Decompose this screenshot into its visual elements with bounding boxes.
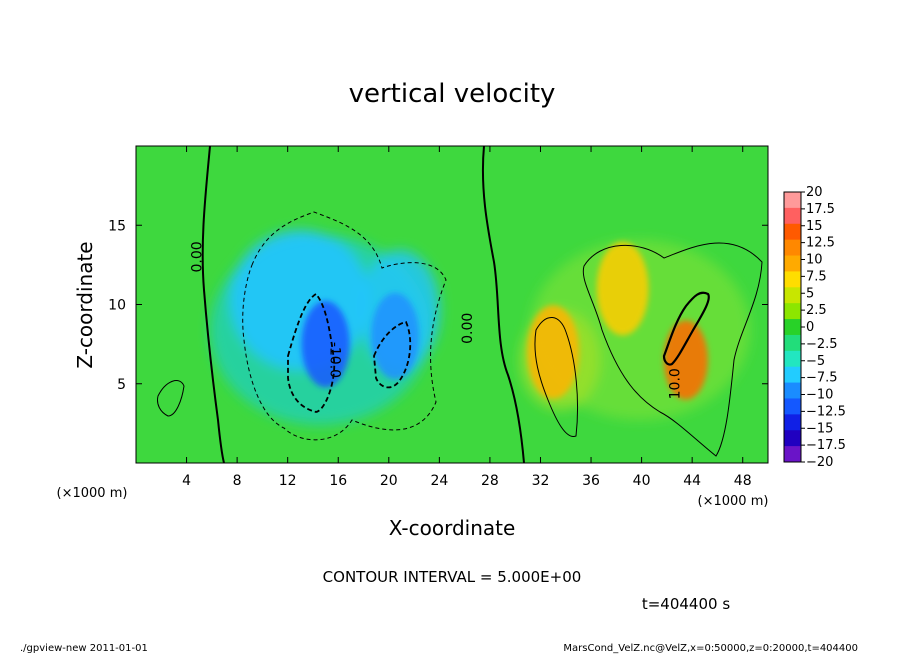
colorbar-label: 5 [806, 286, 814, 301]
positive-contour-10 [662, 291, 710, 366]
x-tick-label: 12 [279, 473, 297, 489]
dashed-contour-left [242, 211, 447, 441]
colorbar-label: −7.5 [806, 371, 838, 386]
x-axis-label: X-coordinate [389, 516, 516, 540]
x-tick-label: 32 [532, 473, 550, 489]
y-axis-ticks: 5 10 15 [108, 218, 768, 393]
colorbar-label: 2.5 [806, 303, 827, 318]
chart-title: vertical velocity [349, 79, 556, 109]
plot-area: 0.00 0.00 -10.0 10.0 [136, 146, 768, 463]
positive-contour-1 [582, 242, 763, 457]
y-tick-label: 5 [117, 377, 126, 393]
colorbar-swatch [784, 319, 801, 336]
colorbar-label: 7.5 [806, 269, 827, 284]
x-tick-label: 4 [182, 473, 191, 489]
contour-interval-text: CONTOUR INTERVAL = 5.000E+00 [323, 568, 582, 586]
colorbar-label: −12.5 [806, 404, 846, 419]
colorbar-swatch [784, 382, 801, 399]
y-tick-label: 10 [108, 298, 126, 314]
contour-labels: 0.00 0.00 -10.0 10.0 [190, 241, 684, 399]
colorbar-label: −2.5 [806, 337, 838, 352]
x-tick-label: 28 [481, 473, 499, 489]
colorbar-swatch [784, 287, 801, 304]
colorbar-swatch [784, 192, 801, 209]
colorbar-swatch [784, 207, 801, 225]
colorbar-label: 15 [806, 219, 823, 234]
colorbar-label: 17.5 [806, 202, 835, 217]
colorbar-swatch [784, 414, 801, 431]
y-tick-label: 15 [108, 218, 126, 234]
colorbar-swatch [784, 334, 801, 352]
small-contour [157, 380, 185, 417]
contour-label: -10.0 [327, 342, 343, 378]
colorbar-swatch [784, 255, 801, 272]
x-unit-label: (×1000 m) [698, 494, 769, 509]
colorbar-swatch [784, 430, 801, 447]
x-tick-label: 24 [430, 473, 448, 489]
contour-label: 10.0 [668, 368, 684, 399]
colorbar-swatch [784, 271, 801, 288]
colorbar-label: −17.5 [806, 438, 846, 453]
dashed-contour-core [287, 292, 336, 413]
updraft-region [596, 241, 649, 336]
x-tick-label: 16 [329, 473, 347, 489]
colorbar-swatch [784, 239, 801, 257]
colorbar-label: −10 [806, 388, 833, 403]
colorbar-label: 12.5 [806, 236, 835, 251]
positive-contour-2 [534, 317, 579, 437]
colorbar-swatch [784, 303, 801, 320]
colorbar-swatch [784, 350, 801, 368]
colorbar-swatch [784, 398, 801, 415]
footer-right: MarsCond_VelZ.nc@VelZ,x=0:50000,z=0:2000… [563, 643, 858, 654]
updraft-region [663, 320, 708, 400]
x-tick-label: 40 [633, 473, 651, 489]
colorbar-swatch [784, 446, 801, 463]
colorbar-swatch [784, 223, 801, 241]
colorbar-label: 10 [806, 253, 823, 268]
footer-left: ./gpview-new 2011-01-01 [20, 643, 148, 654]
x-tick-label: 20 [380, 473, 398, 489]
x-tick-label: 36 [582, 473, 600, 489]
downdraft-region [301, 300, 350, 388]
colorbar: 20 17.5 15 12.5 107.5 5 2.5 0 −2.5 −5 −7.5 −10−12.5… [783, 185, 846, 470]
time-text: t=404400 s [642, 595, 730, 613]
colorbar-label: 20 [806, 185, 823, 200]
contour-label: 0.00 [460, 313, 476, 344]
contour-lines [157, 146, 763, 463]
zero-contour-mid [481, 146, 525, 463]
colorbar-label: 0 [806, 320, 814, 335]
x-tick-label: 8 [233, 473, 242, 489]
updraft-region [527, 305, 580, 399]
x-axis-ticks: 4 8 12 16 20 24 28 32 36 40 44 48 [182, 146, 752, 489]
downdraft-region [371, 293, 420, 380]
colorbar-label: −15 [806, 421, 833, 436]
y-axis-label: Z-coordinate [73, 241, 97, 368]
colorbar-label: −20 [806, 455, 833, 470]
colorbar-label: −5 [806, 354, 825, 369]
x-tick-label: 44 [683, 473, 701, 489]
zero-contour-left [201, 146, 225, 463]
dashed-contour-right [373, 320, 412, 389]
contour-label: 0.00 [190, 241, 206, 272]
colorbar-swatch [784, 366, 801, 384]
y-unit-label: (×1000 m) [57, 486, 128, 501]
x-tick-label: 48 [734, 473, 752, 489]
